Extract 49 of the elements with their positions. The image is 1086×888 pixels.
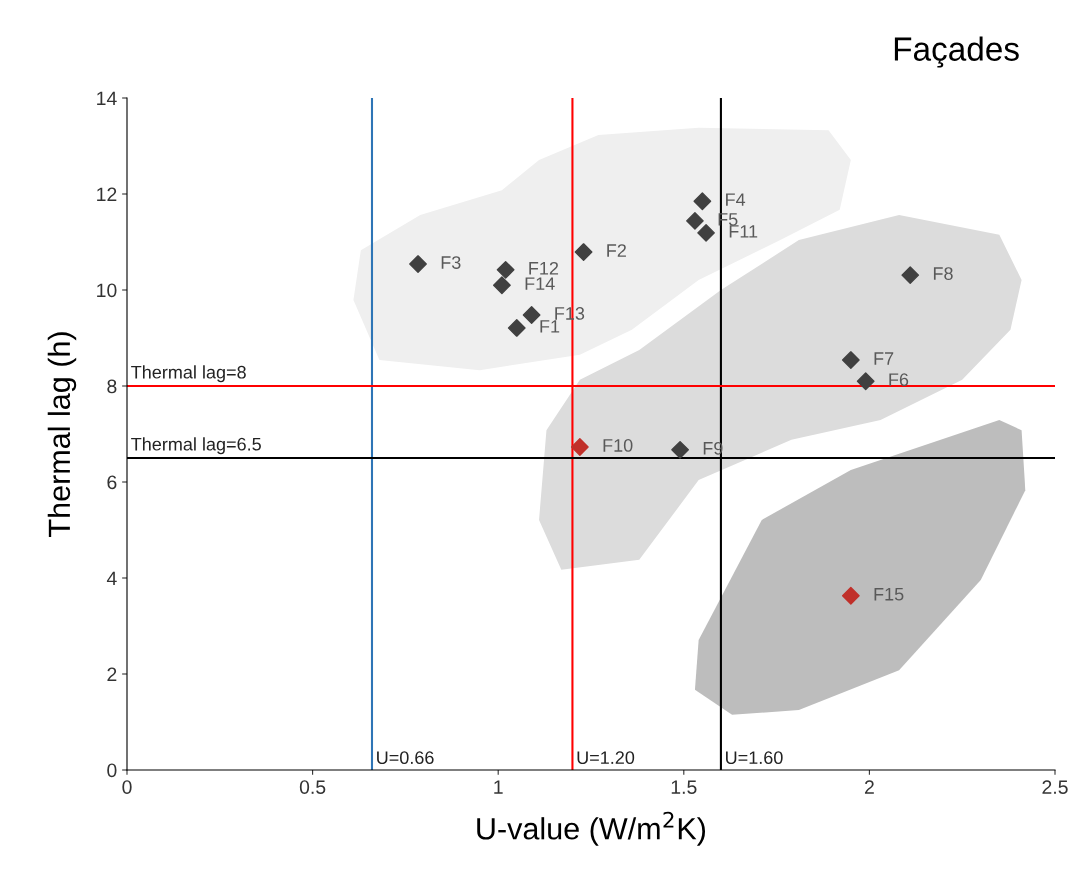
y-tick-label: 10 bbox=[97, 283, 117, 298]
x-tick-label: 2 bbox=[864, 780, 874, 794]
x-tick-label: 2.5 bbox=[1042, 780, 1068, 794]
y-axis-title: Thermal lag (h) bbox=[47, 332, 77, 537]
annotation: F15 bbox=[874, 588, 904, 601]
point bbox=[522, 306, 541, 324]
point bbox=[686, 211, 704, 230]
point bbox=[671, 440, 689, 459]
annotation: F3 bbox=[441, 256, 461, 269]
ref-line-label: Thermal lag=8 bbox=[131, 365, 246, 383]
annotation: F14 bbox=[525, 277, 555, 290]
point bbox=[496, 260, 515, 279]
annotation: F2 bbox=[607, 244, 626, 257]
y-tick-label: 14 bbox=[97, 91, 117, 106]
point bbox=[697, 223, 715, 242]
annotation: F8 bbox=[933, 267, 953, 280]
ref-line-label: U=1.20 bbox=[577, 751, 635, 765]
point bbox=[507, 319, 526, 337]
ref-line-label: Thermal lag=6.5 bbox=[131, 437, 261, 455]
point bbox=[570, 438, 589, 456]
annotation: F1 bbox=[540, 320, 560, 333]
y-tick-label: 8 bbox=[107, 379, 117, 394]
annotation: F6 bbox=[889, 373, 909, 387]
x-tick-label: 0.5 bbox=[299, 780, 326, 794]
chart-title: Façades bbox=[894, 36, 1019, 68]
ref-line-label: U=0.66 bbox=[377, 751, 434, 765]
point bbox=[841, 586, 860, 605]
annotation: F12 bbox=[529, 261, 559, 275]
point bbox=[693, 192, 712, 211]
y-tick-label: 6 bbox=[107, 475, 117, 490]
annotation: F10 bbox=[603, 439, 633, 452]
point bbox=[493, 276, 511, 295]
y-tick-label: 0 bbox=[107, 763, 117, 778]
annotation: F7 bbox=[874, 352, 894, 365]
annotation: F4 bbox=[726, 193, 746, 206]
point bbox=[901, 266, 920, 285]
y-tick-label: 2 bbox=[107, 667, 117, 682]
x-tick-label: 0 bbox=[122, 780, 132, 794]
x-axis-title: U-value (W/m$^{2}$K) bbox=[477, 811, 706, 846]
ref-line-label: U=1.60 bbox=[726, 751, 783, 765]
annotation: F11 bbox=[729, 225, 758, 238]
x-tick-label: 1 bbox=[494, 780, 503, 794]
point bbox=[574, 243, 593, 261]
point bbox=[841, 351, 860, 369]
point bbox=[409, 255, 427, 273]
point bbox=[856, 372, 875, 391]
y-tick-label: 12 bbox=[97, 187, 117, 202]
x-tick-label: 1.5 bbox=[671, 780, 697, 794]
y-tick-label: 4 bbox=[106, 571, 117, 586]
